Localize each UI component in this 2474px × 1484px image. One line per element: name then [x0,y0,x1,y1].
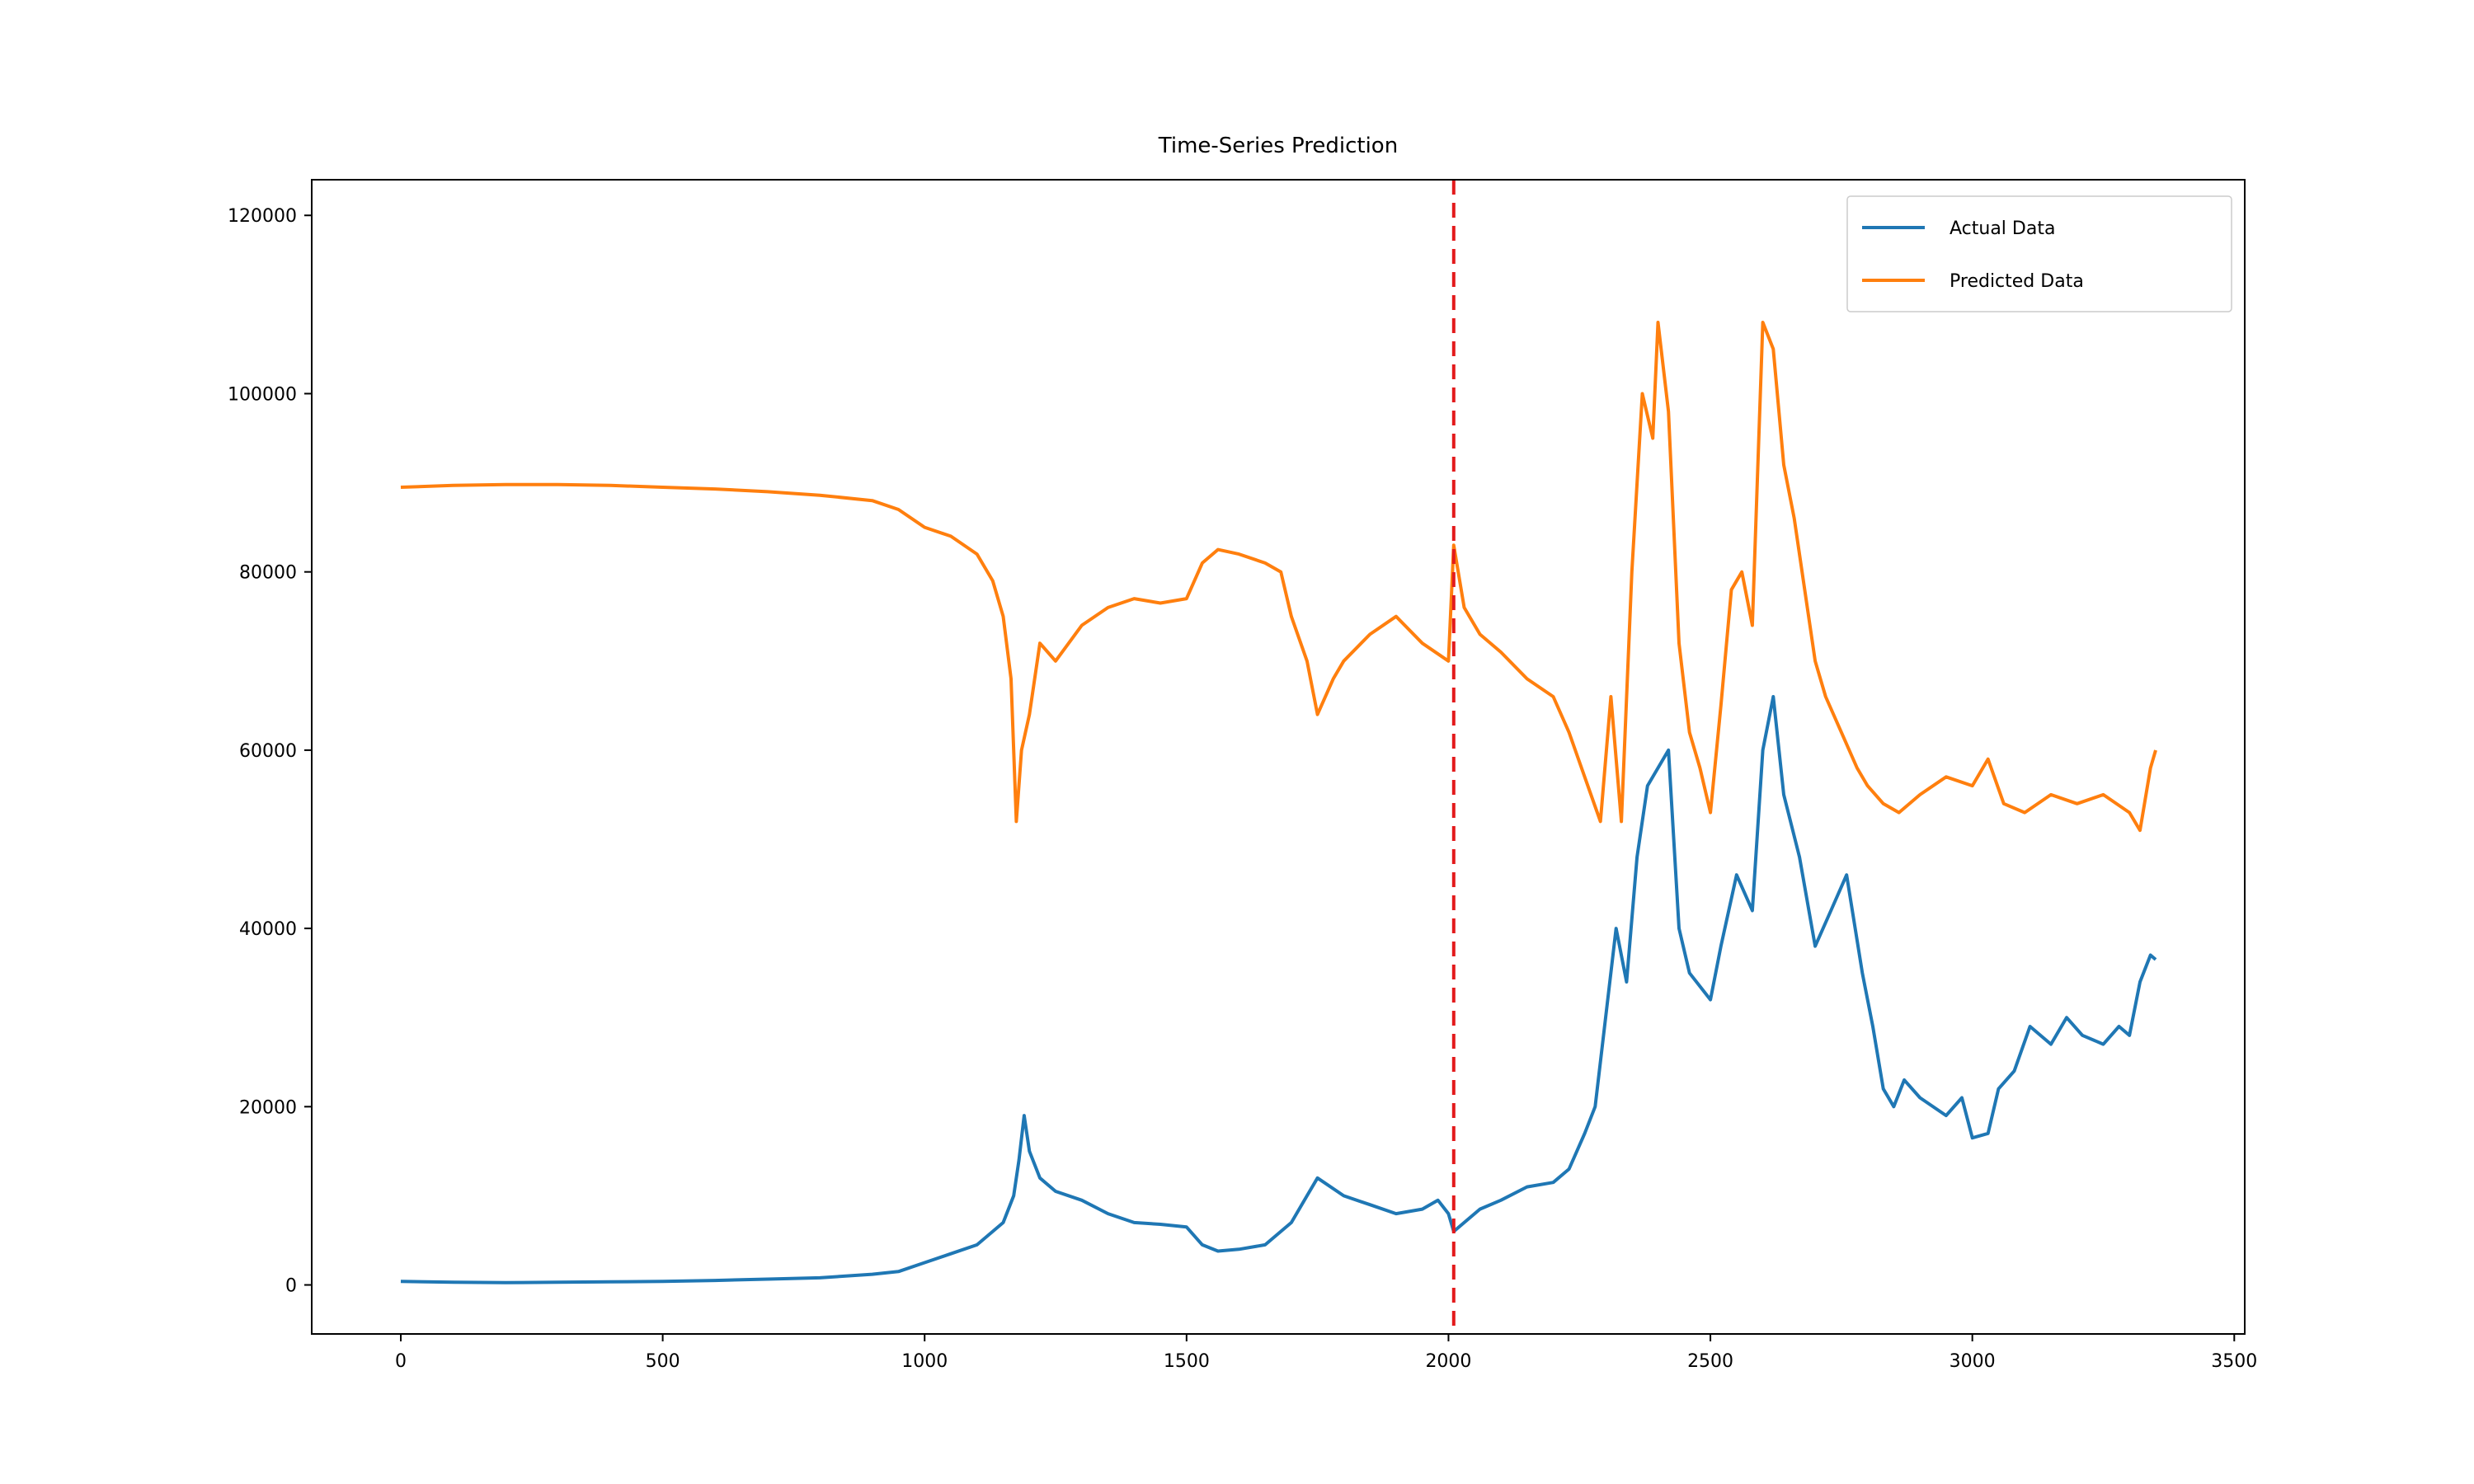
chart-title: Time-Series Prediction [1158,134,1398,158]
x-tick-label: 0 [395,1351,407,1372]
series-line-predicted [400,321,2157,833]
plot-frame [311,179,2246,1335]
y-tick-label: 20000 [239,1097,297,1118]
x-tick-label: 3000 [1950,1351,1996,1372]
x-tick-label: 1000 [901,1351,948,1372]
legend: Actual Data Predicted Data [1846,195,2232,312]
y-tick-label: 60000 [239,741,297,762]
series-layer [400,321,2157,1284]
x-tick-label: 2500 [1687,1351,1733,1372]
x-tick-label: 2000 [1425,1351,1471,1372]
y-tick-label: 80000 [239,563,297,584]
y-tick-label: 40000 [239,919,297,940]
legend-label-predicted: Predicted Data [1950,271,2084,292]
y-tick-label: 0 [285,1276,297,1297]
y-tick-label: 100000 [228,384,297,405]
legend-box [1846,195,2232,312]
x-tick-label: 3500 [2211,1351,2257,1372]
x-tick-label: 500 [646,1351,680,1372]
x-tick-label: 1500 [1164,1351,1210,1372]
y-tick-label: 120000 [228,206,297,227]
legend-label-actual: Actual Data [1950,218,2055,239]
x-axis: 0 500 1000 1500 2000 2500 3000 3500 [395,1334,2257,1372]
y-axis: 0 20000 40000 60000 80000 100000 120000 [228,206,312,1297]
series-line-actual [400,695,2157,1284]
